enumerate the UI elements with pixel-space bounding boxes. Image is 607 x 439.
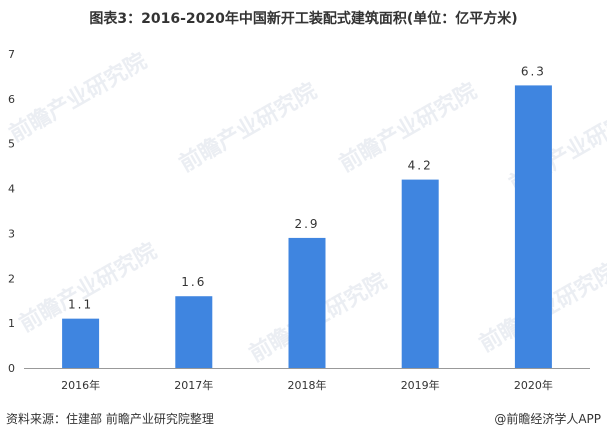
x-tick-label: 2017年 bbox=[174, 378, 213, 392]
y-tick-label: 4 bbox=[8, 183, 15, 196]
x-tick-label: 2018年 bbox=[288, 378, 327, 392]
y-tick-label: 7 bbox=[8, 48, 15, 61]
chart-title: 图表3：2016-2020年中国新开工装配式建筑面积(单位：亿平方米) bbox=[89, 11, 518, 27]
brand-credit: @前瞻经济学人APP bbox=[494, 412, 601, 426]
y-tick-label: 2 bbox=[8, 272, 15, 285]
bar bbox=[62, 318, 100, 368]
y-tick-label: 0 bbox=[8, 362, 15, 375]
bar-value-label: 4.2 bbox=[408, 159, 433, 173]
x-tick-label: 2019年 bbox=[401, 378, 440, 392]
bar-value-label: 1.1 bbox=[68, 298, 93, 312]
bar bbox=[175, 296, 213, 368]
bar bbox=[288, 237, 326, 368]
source-note: 资料来源：住建部 前瞻产业研究院整理 bbox=[6, 412, 214, 426]
bar bbox=[514, 85, 552, 369]
bar-value-label: 1.6 bbox=[181, 275, 206, 289]
y-tick-label: 5 bbox=[8, 138, 15, 151]
x-tick-label: 2016年 bbox=[61, 378, 100, 392]
x-tick-label: 2020年 bbox=[514, 378, 553, 392]
y-tick-label: 6 bbox=[8, 93, 15, 106]
y-tick-label: 3 bbox=[8, 227, 15, 240]
bar-value-label: 2.9 bbox=[294, 217, 319, 231]
bar bbox=[401, 179, 439, 368]
bar-value-label: 6.3 bbox=[521, 64, 546, 78]
y-tick-label: 1 bbox=[8, 317, 15, 330]
